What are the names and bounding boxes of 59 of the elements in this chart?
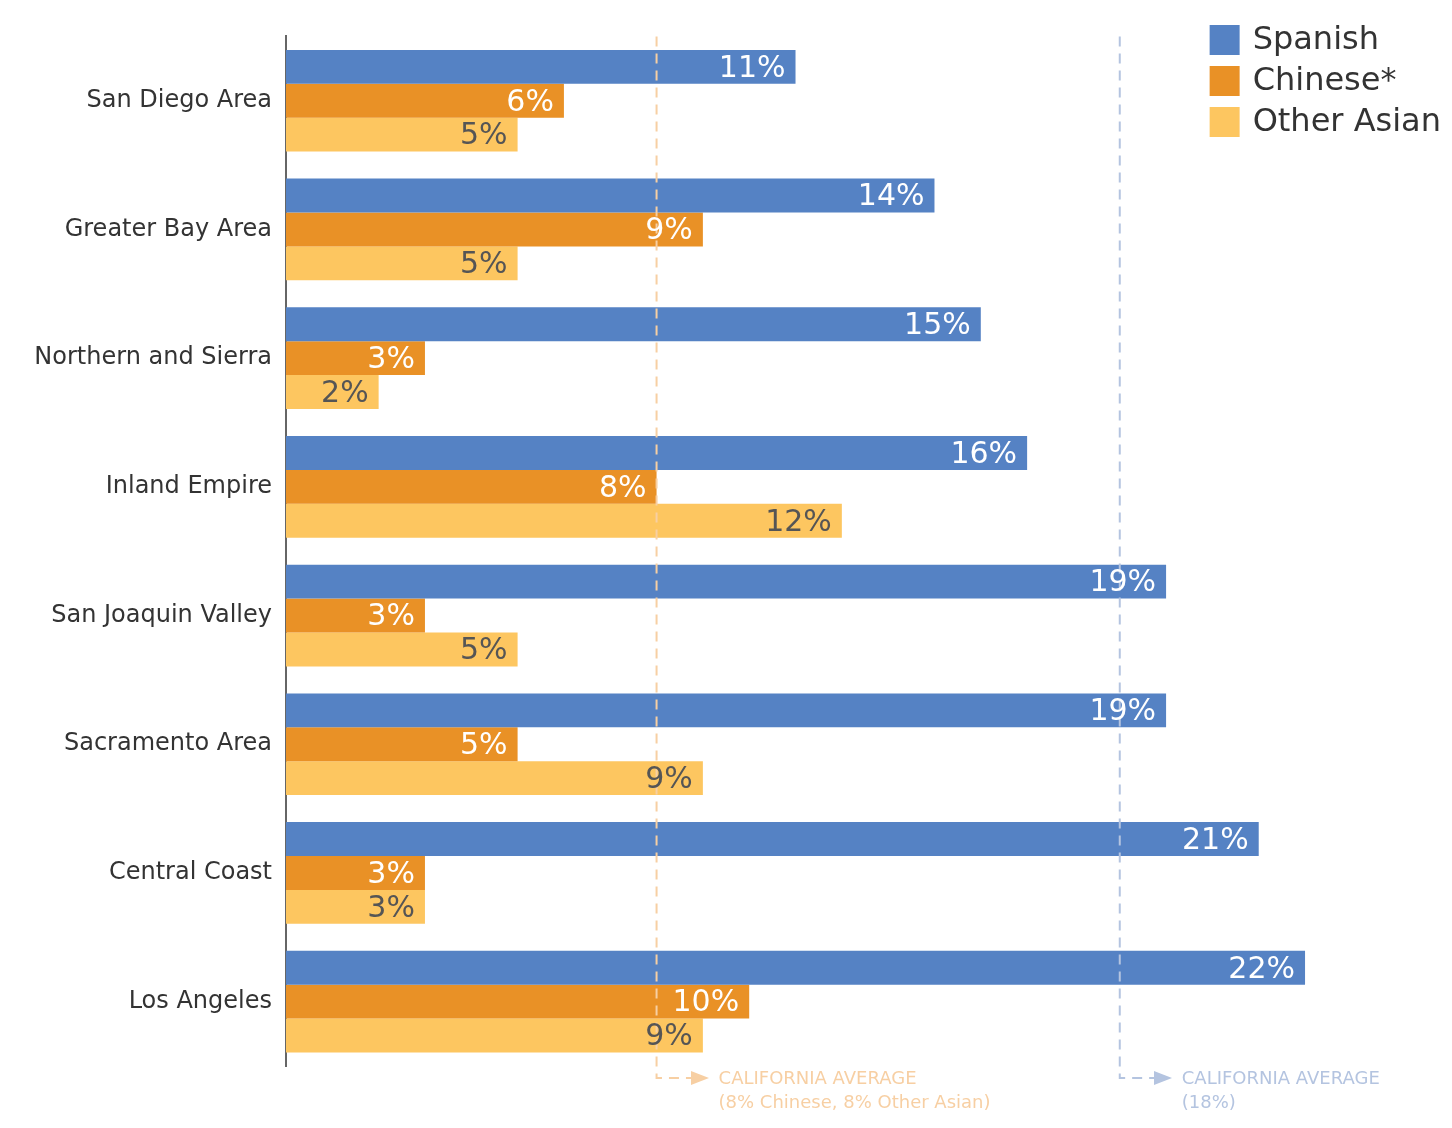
bar xyxy=(286,246,518,281)
bar xyxy=(286,212,703,247)
y-tick-label: Greater Bay Area xyxy=(64,213,272,242)
bar xyxy=(286,117,518,152)
y-tick-label: Los Angeles xyxy=(128,985,272,1014)
data-label: 6% xyxy=(506,82,554,118)
bar xyxy=(286,83,564,118)
data-label: 5% xyxy=(460,726,508,762)
legend-label: Other Asian xyxy=(1252,101,1441,140)
data-label: 19% xyxy=(1089,692,1157,728)
y-tick-label: Inland Empire xyxy=(105,471,272,500)
data-label: 9% xyxy=(645,211,693,247)
bar xyxy=(286,727,518,762)
bar xyxy=(286,950,1306,985)
data-label: 21% xyxy=(1182,820,1249,856)
bar xyxy=(286,693,1167,728)
data-label: 16% xyxy=(950,434,1018,470)
data-label: 19% xyxy=(1089,563,1157,599)
bar xyxy=(286,856,425,890)
bar xyxy=(286,822,1259,857)
legend-label: Chinese* xyxy=(1252,60,1397,99)
bar xyxy=(286,564,1167,599)
data-label: 10% xyxy=(672,983,740,1019)
data-label: 8% xyxy=(598,468,647,504)
data-label: 3% xyxy=(367,339,415,375)
y-tick-label: Central Coast xyxy=(108,857,272,886)
data-label: 2% xyxy=(321,373,369,409)
data-label: 5% xyxy=(460,245,508,281)
data-label: 11% xyxy=(718,48,786,84)
y-tick-label: Northern and Sierra xyxy=(34,342,272,371)
ref-line-label: CALIFORNIA AVERAGE (18%) xyxy=(1181,1066,1380,1112)
data-label: 3% xyxy=(367,888,415,924)
bar xyxy=(286,1018,703,1053)
data-label: 14% xyxy=(857,177,925,213)
data-label: 5% xyxy=(460,116,508,152)
data-label: 22% xyxy=(1228,949,1296,985)
data-label: 9% xyxy=(645,759,693,795)
bar xyxy=(286,889,425,924)
bar xyxy=(286,178,935,213)
bar xyxy=(286,469,657,504)
bar xyxy=(286,341,425,376)
ref-line-label: CALIFORNIA AVERAGE (8% Chinese, 8% Other Asian) xyxy=(718,1066,991,1112)
data-label: 15% xyxy=(904,306,971,342)
data-label: 5% xyxy=(460,631,508,667)
y-tick-label: Sacramento Area xyxy=(63,728,272,757)
y-tick-label: San Joaquin Valley xyxy=(51,599,272,628)
y-tick-label: San Diego Area xyxy=(86,84,272,113)
bar xyxy=(286,632,518,667)
data-label: 12% xyxy=(765,502,832,538)
bar xyxy=(286,984,750,1019)
bar xyxy=(286,307,981,342)
data-label: 3% xyxy=(367,854,415,890)
bar xyxy=(286,436,1028,470)
bar xyxy=(286,761,703,796)
bar xyxy=(286,49,796,84)
data-label: 3% xyxy=(367,597,415,633)
legend-label: Spanish xyxy=(1252,19,1379,58)
bar xyxy=(286,503,842,538)
data-label: 9% xyxy=(645,1017,693,1053)
